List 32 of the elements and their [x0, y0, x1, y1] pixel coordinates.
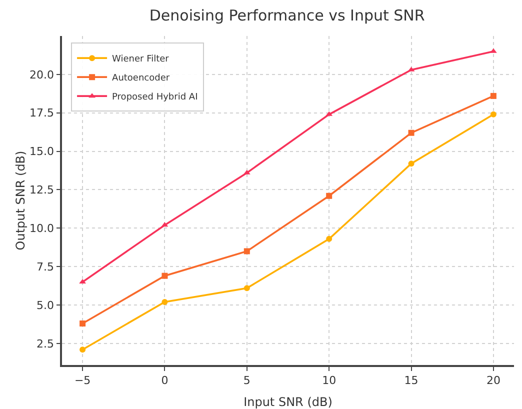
point	[244, 285, 250, 292]
y-tick-label: 7.5	[36, 260, 54, 274]
point	[80, 320, 86, 326]
chart-title: Denoising Performance vs Input SNR	[149, 6, 425, 25]
x-tick-label: 15	[404, 374, 418, 387]
point	[244, 248, 250, 254]
point	[162, 298, 168, 305]
y-tick-label: 5.0	[36, 298, 54, 312]
point	[80, 346, 86, 353]
legend-label: Autoencoder	[112, 74, 170, 84]
y-tick-label: 10.0	[30, 222, 54, 236]
y-tick-label: 12.5	[30, 184, 54, 197]
y-tick-label: 17.5	[30, 106, 54, 120]
point	[490, 92, 496, 99]
x-tick-label: 10	[322, 374, 336, 387]
point	[408, 160, 414, 167]
legend-label: Wiener Filter	[112, 54, 170, 65]
x-tick-label: −5	[74, 374, 91, 387]
y-tick-label: 2.5	[36, 337, 54, 350]
x-tick-label: 20	[486, 374, 500, 387]
y-tick-label: 15.0	[30, 145, 54, 158]
y-tick-label: 20.0	[30, 68, 54, 82]
x-axis-title: Input SNR (dB)	[244, 395, 332, 409]
point	[162, 272, 168, 279]
x-tick-label: 0	[161, 374, 168, 387]
point	[408, 130, 414, 136]
x-tick-label: 5	[243, 374, 250, 387]
legend-label: Proposed Hybrid AI	[112, 92, 198, 103]
point	[326, 236, 332, 242]
point	[326, 192, 332, 199]
y-axis-title: Output SNR (dB)	[14, 150, 28, 250]
point	[490, 111, 496, 118]
